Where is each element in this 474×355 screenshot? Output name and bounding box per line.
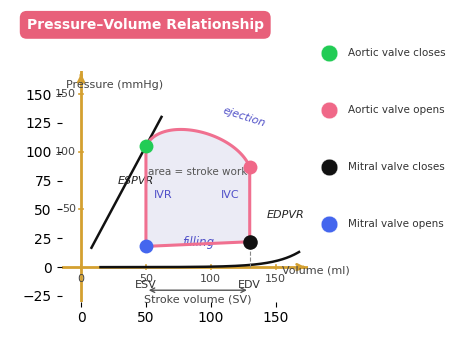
Text: 50: 50 <box>139 274 153 284</box>
Text: EDV: EDV <box>238 280 261 290</box>
Text: ESPVR: ESPVR <box>118 176 154 186</box>
Text: IVR: IVR <box>154 190 173 200</box>
Text: 50: 50 <box>62 204 76 214</box>
Text: ejection: ejection <box>221 105 266 129</box>
Text: 100: 100 <box>201 274 221 284</box>
Text: Pressure (mmHg): Pressure (mmHg) <box>65 80 163 90</box>
Text: Mitral valve closes: Mitral valve closes <box>348 162 445 172</box>
Text: Aortic valve closes: Aortic valve closes <box>348 48 446 58</box>
Text: EDPVR: EDPVR <box>266 209 304 219</box>
Text: area = stroke work: area = stroke work <box>148 167 247 177</box>
Point <box>142 143 150 149</box>
Point <box>246 239 254 245</box>
Polygon shape <box>146 130 250 246</box>
Text: 150: 150 <box>55 89 76 99</box>
Point <box>246 164 254 170</box>
Text: Mitral valve opens: Mitral valve opens <box>348 219 444 229</box>
Text: Pressure–Volume Relationship: Pressure–Volume Relationship <box>27 18 264 32</box>
Text: ESV: ESV <box>135 280 157 290</box>
Text: Aortic valve opens: Aortic valve opens <box>348 105 445 115</box>
Text: Stroke volume (SV): Stroke volume (SV) <box>144 295 252 305</box>
Text: IVC: IVC <box>221 190 240 200</box>
Text: filling: filling <box>182 236 214 249</box>
Text: 0: 0 <box>78 274 84 284</box>
Point <box>142 244 150 249</box>
Text: 100: 100 <box>55 147 76 157</box>
Text: 150: 150 <box>265 274 286 284</box>
Text: Volume (ml): Volume (ml) <box>282 266 350 275</box>
